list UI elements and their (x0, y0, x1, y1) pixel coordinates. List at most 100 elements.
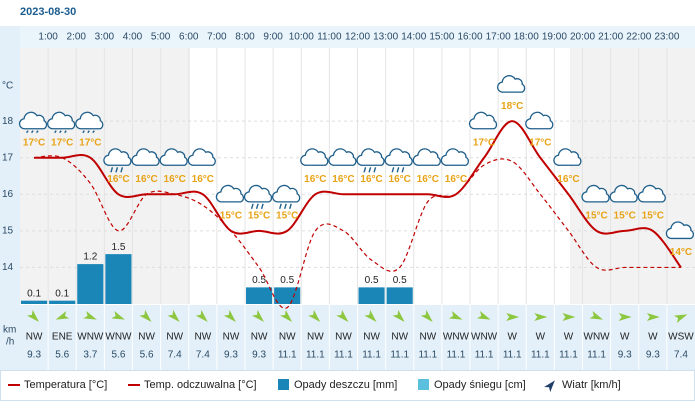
weather-icon (665, 221, 695, 240)
wind-direction: W (620, 332, 630, 343)
wind-arrow (111, 311, 125, 320)
rain-drop (373, 167, 377, 173)
hour-label: 11:00 (317, 32, 342, 43)
rain-drop (120, 167, 124, 173)
wind-arrow (364, 309, 377, 322)
precip-bar (105, 254, 132, 304)
weather-icon (103, 148, 132, 173)
hour-label: 13:00 (373, 32, 398, 43)
rain-drop (284, 203, 287, 210)
cloud (609, 184, 638, 203)
wind-direction: NW (363, 332, 380, 343)
rain-drop (54, 130, 57, 134)
wind-arrow (336, 309, 349, 322)
cloud (103, 148, 132, 166)
weather-icon (272, 184, 301, 210)
wind-arrow (506, 313, 520, 321)
wind-arrow (476, 311, 491, 320)
cloud (131, 148, 160, 166)
hour-label: 16:00 (457, 32, 482, 43)
hour-label: 5:00 (151, 32, 171, 43)
weather-icon (637, 184, 666, 203)
wind-arrow (589, 311, 604, 320)
temperature-label: 16°C (445, 174, 467, 185)
weather-icon (497, 75, 526, 93)
temperature-label: 15°C (220, 210, 242, 221)
temperature-label: 16°C (360, 174, 382, 185)
precip-label: 1.5 (111, 242, 125, 253)
weather-icon (328, 148, 357, 166)
precip-bar (21, 300, 48, 304)
cloud (272, 184, 301, 203)
rain-drop (255, 203, 259, 210)
wind-arrow (55, 311, 70, 320)
y-tick-label: 14 (2, 262, 14, 273)
wind-speed: 11.1 (587, 350, 606, 361)
legend-label: Temperatura [°C] (24, 379, 107, 391)
rain-drop (87, 130, 90, 134)
wind-speed: 9.3 (646, 350, 660, 361)
wind-speed: 11.1 (362, 350, 381, 361)
temperature-label: 15°C (614, 210, 636, 221)
temperature-label: 16°C (192, 174, 214, 185)
precip-bar (246, 287, 273, 304)
weather-icon (215, 184, 245, 203)
wind-speed: 11.1 (447, 350, 466, 361)
wind-unit: /h (6, 337, 14, 348)
wind-speed: 7.4 (168, 350, 182, 361)
precip-bar (77, 264, 104, 304)
weather-icon (300, 148, 329, 166)
cloud (356, 148, 385, 166)
wind-arrow (534, 313, 548, 321)
wind-arrow (167, 309, 180, 322)
cloud (159, 148, 188, 166)
hour-label: 21:00 (598, 32, 623, 43)
temperature-label: 16°C (557, 174, 579, 185)
precip-bar (274, 287, 301, 304)
rain-drop (279, 203, 282, 210)
rain-drop (289, 203, 292, 210)
night-shade (570, 48, 695, 304)
cloud (440, 148, 470, 166)
wind-direction: W (507, 332, 517, 343)
wind-arrow (448, 311, 463, 320)
rain-drop (64, 130, 67, 134)
cloud (328, 148, 357, 166)
cloud (637, 184, 666, 203)
weather-icon (525, 111, 554, 130)
wind-arrow (646, 313, 660, 321)
rain-drop (31, 130, 34, 134)
precip-bar (358, 287, 385, 304)
temperature-label: 17°C (23, 137, 45, 148)
cloud (412, 148, 441, 166)
wind-speed: 3.7 (83, 350, 97, 361)
temperature-label: 17°C (79, 137, 101, 148)
cloud (553, 148, 582, 166)
legend-label: Wiatr [km/h] (562, 379, 621, 391)
rain-drop (36, 130, 39, 134)
wind-speed: 11.1 (278, 350, 297, 361)
wind-direction: ENE (52, 332, 73, 343)
temperature-label: 17°C (51, 137, 73, 148)
rain-drop (92, 130, 95, 134)
temperature-label: 15°C (248, 210, 270, 221)
wind-direction: NW (419, 332, 436, 343)
wind-direction: WSW (668, 332, 694, 343)
weather-icon (553, 148, 582, 166)
temperature-label: 16°C (417, 174, 439, 185)
wind-direction: NW (194, 332, 211, 343)
rain-drop (26, 130, 29, 134)
hour-label: 3:00 (95, 32, 115, 43)
cloud (18, 111, 48, 130)
weather-icon (243, 184, 273, 210)
weather-icon (356, 148, 385, 173)
rain-drop (391, 167, 395, 173)
cloud (665, 221, 695, 240)
precip-label: 1.2 (83, 252, 97, 263)
cloud (215, 184, 245, 203)
wind-direction: NW (391, 332, 408, 343)
rain-drop (363, 167, 367, 173)
hour-label: 19:00 (542, 32, 567, 43)
feels-like-line (34, 155, 681, 309)
wind-direction: WNW (443, 332, 470, 343)
